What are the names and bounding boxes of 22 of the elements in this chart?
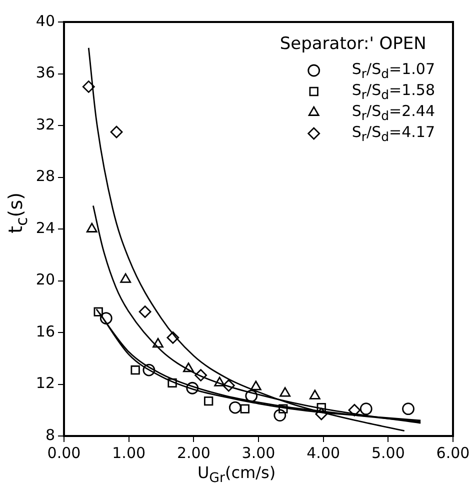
y-tick-label: 20 — [36, 270, 55, 289]
y-tick-label: 12 — [36, 374, 55, 392]
legend-label: S$_{r}$/S$_{d}$=4.17 — [350, 123, 435, 145]
legend-title: Separator:' OPEN — [280, 34, 428, 54]
y-tick-label: 28 — [36, 167, 55, 186]
legend-label: S$_{r}$/S$_{d}$=2.44 — [350, 102, 435, 124]
y-tick-label: 32 — [36, 115, 55, 134]
y-tick-label: 8 — [45, 426, 55, 444]
legend-label: S$_{r}$/S$_{d}$=1.58 — [350, 81, 435, 103]
y-tick-label: 24 — [36, 218, 55, 237]
x-tick-label: 6.00 — [436, 444, 470, 462]
x-tick-label: 3.00 — [242, 444, 276, 462]
x-tick-label: 0.00 — [47, 444, 81, 462]
x-tick-label: 1.00 — [112, 444, 146, 462]
legend-label: S$_{r}$/S$_{d}$=1.07 — [350, 60, 435, 82]
x-tick-label: 5.00 — [371, 444, 405, 462]
y-tick-label: 16 — [36, 322, 55, 340]
x-axis-title: U$_{Gr}$(cm/s) — [196, 463, 277, 484]
x-tick-label: 2.00 — [176, 444, 210, 462]
x-tick-label: 4.00 — [306, 444, 340, 462]
y-tick-label: 40 — [36, 12, 55, 30]
y-tick-label: 36 — [36, 64, 55, 82]
